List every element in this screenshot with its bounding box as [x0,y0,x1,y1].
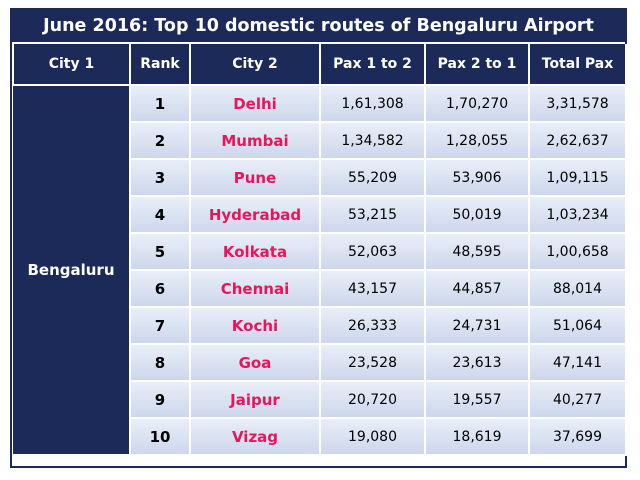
total-pax-cell: 1,00,658 [528,232,627,271]
pax-2-to-1-cell: 48,595 [424,232,530,271]
destination-city-cell: Hyderabad [189,195,321,234]
pax-2-to-1-cell: 53,906 [424,158,530,197]
table-row: Bengaluru 1 Delhi 1,61,308 1,70,270 3,31… [13,84,627,456]
column-header-pax-2-to-1: Pax 2 to 1 [424,44,530,86]
column-header-city2: City 2 [189,44,321,86]
destination-city-cell: Kolkata [189,232,321,271]
table-row: 2 Mumbai 1,34,582 1,28,055 2,62,637 [13,121,627,160]
routes-table-frame: June 2016: Top 10 domestic routes of Ben… [10,8,627,468]
pax-1-to-2-cell: 55,209 [319,158,426,197]
pax-2-to-1-cell: 44,857 [424,269,530,308]
table-row: 8 Goa 23,528 23,613 47,141 [13,343,627,382]
pax-1-to-2-cell: 26,333 [319,306,426,345]
total-pax-cell: 1,09,115 [528,158,627,197]
table-row: 5 Kolkata 52,063 48,595 1,00,658 [13,232,627,271]
total-pax-cell: 2,62,637 [528,121,627,160]
destination-city-cell: Vizag [189,417,321,456]
table-body: Bengaluru 1 Delhi 1,61,308 1,70,270 3,31… [13,84,627,456]
pax-2-to-1-cell: 50,019 [424,195,530,234]
pax-1-to-2-cell: 43,157 [319,269,426,308]
total-pax-cell: 3,31,578 [528,84,627,123]
total-pax-cell: 40,277 [528,380,627,419]
destination-city-cell: Pune [189,158,321,197]
destination-city-cell: Goa [189,343,321,382]
column-header-total-pax: Total Pax [528,44,627,86]
rank-cell: 10 [129,417,191,456]
total-pax-cell: 1,03,234 [528,195,627,234]
rank-cell: 6 [129,269,191,308]
pax-1-to-2-cell: 1,61,308 [319,84,426,123]
table-row: 6 Chennai 43,157 44,857 88,014 [13,269,627,308]
pax-2-to-1-cell: 19,557 [424,380,530,419]
rank-cell: 9 [129,380,191,419]
routes-table: City 1 Rank City 2 Pax 1 to 2 Pax 2 to 1… [12,44,627,456]
rank-cell: 3 [129,158,191,197]
destination-city-cell: Jaipur [189,380,321,419]
table-row: 4 Hyderabad 53,215 50,019 1,03,234 [13,195,627,234]
pax-1-to-2-cell: 23,528 [319,343,426,382]
column-header-rank: Rank [129,44,191,86]
pax-2-to-1-cell: 23,613 [424,343,530,382]
rank-cell: 2 [129,121,191,160]
table-row: 10 Vizag 19,080 18,619 37,699 [13,417,627,456]
pax-1-to-2-cell: 52,063 [319,232,426,271]
destination-city-cell: Chennai [189,269,321,308]
pax-1-to-2-cell: 53,215 [319,195,426,234]
table-row: 3 Pune 55,209 53,906 1,09,115 [13,158,627,197]
pax-2-to-1-cell: 1,28,055 [424,121,530,160]
table-row: 7 Kochi 26,333 24,731 51,064 [13,306,627,345]
rank-cell: 7 [129,306,191,345]
column-header-city1: City 1 [12,44,131,86]
pax-1-to-2-cell: 1,34,582 [319,121,426,160]
header-row: City 1 Rank City 2 Pax 1 to 2 Pax 2 to 1… [12,44,627,86]
rank-cell: 5 [129,232,191,271]
pax-2-to-1-cell: 1,70,270 [424,84,530,123]
total-pax-cell: 37,699 [528,417,627,456]
table-row: 9 Jaipur 20,720 19,557 40,277 [13,380,627,419]
pax-2-to-1-cell: 18,619 [424,417,530,456]
pax-1-to-2-cell: 19,080 [319,417,426,456]
pax-1-to-2-cell: 20,720 [319,380,426,419]
total-pax-cell: 47,141 [528,343,627,382]
destination-city-cell: Kochi [189,306,321,345]
rank-cell: 4 [129,195,191,234]
destination-city-cell: Mumbai [189,121,321,160]
pax-2-to-1-cell: 24,731 [424,306,530,345]
origin-city-cell: Bengaluru [13,84,131,456]
rank-cell: 1 [129,84,191,123]
rank-cell: 8 [129,343,191,382]
total-pax-cell: 51,064 [528,306,627,345]
column-header-pax-1-to-2: Pax 1 to 2 [319,44,426,86]
destination-city-cell: Delhi [189,84,321,123]
total-pax-cell: 88,014 [528,269,627,308]
table-title: June 2016: Top 10 domestic routes of Ben… [12,10,625,44]
